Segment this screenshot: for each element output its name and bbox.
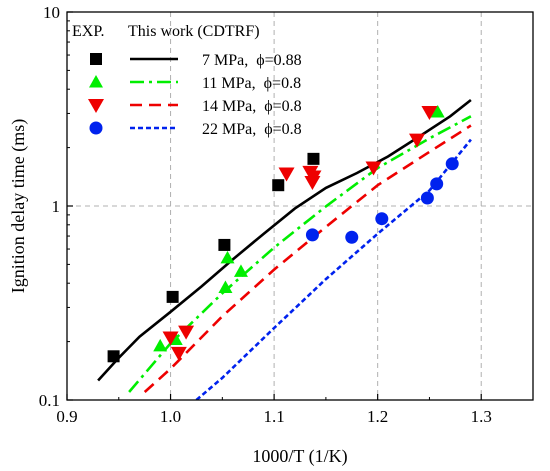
exp-point-series-3 [162,331,179,346]
model-line-series-2 [128,115,472,393]
x-tick-label: 1.2 [367,407,388,426]
exp-point-series-2 [220,250,235,264]
exp-point-series-3 [409,133,426,148]
exp-point-series-3 [170,346,187,361]
x-axis-title: 1000/T (1/K) [252,446,347,467]
model-line-series-3 [143,124,472,393]
legend-label-series-1: 7 MPa, ϕ=0.88 [202,52,302,69]
legend-rows: 7 MPa, ϕ=0.88 11 MPa, ϕ=0.8 14 MPa, ϕ=0.8 2… [88,52,302,138]
y-tick-label: 10 [43,3,60,22]
legend: EXP. This work (CDTRF) 7 MPa, ϕ=0.88 11 M… [72,23,302,138]
exp-point-series-3 [421,106,438,121]
legend-marker-series-2 [89,75,103,88]
exp-point-series-3 [178,325,195,340]
x-tick-label: 1.1 [263,407,284,426]
legend-header-model: This work (CDTRF) [128,23,260,40]
exp-point-series-1 [107,350,120,363]
axis-ticks: 0.9 1.0 1.1 1.2 1.3 0.1 1 10 [39,3,492,426]
exp-point-series-1 [272,179,285,192]
y-tick-label: 1 [52,197,61,216]
exp-point-series-4 [445,157,459,171]
legend-marker-series-4 [89,121,103,135]
exp-point-series-1 [218,238,231,251]
x-tick-label: 1.0 [160,407,181,426]
exp-point-series-2 [153,338,168,352]
legend-label-series-3: 14 MPa, ϕ=0.8 [202,98,302,115]
x-tick-label: 1.3 [471,407,492,426]
experimental-markers [107,105,459,363]
exp-point-series-4 [345,230,359,244]
legend-marker-series-1 [90,53,102,65]
exp-point-series-4 [430,177,444,191]
exp-point-series-4 [420,191,434,205]
legend-label-series-2: 11 MPa, ϕ=0.8 [202,75,301,92]
y-axis-title: Ignition delay time (ms) [8,119,29,293]
model-line-series-4 [195,138,472,400]
exp-point-series-3 [304,175,321,190]
legend-marker-series-3 [88,99,104,113]
exp-point-series-3 [305,170,322,185]
exp-point-series-3 [278,167,295,182]
y-tick-label: 0.1 [39,391,60,410]
exp-point-series-2 [430,105,445,118]
exp-point-series-1 [307,152,320,165]
exp-point-series-2 [233,264,248,277]
exp-point-series-4 [305,228,319,242]
exp-point-series-4 [375,212,389,226]
exp-point-series-3 [365,161,382,176]
legend-label-series-4: 22 MPa, ϕ=0.8 [202,121,302,138]
x-tick-label: 0.9 [56,407,77,426]
legend-header-exp: EXP. [72,23,104,40]
exp-point-series-2 [218,280,233,294]
grid-lines [67,12,533,400]
exp-point-series-1 [166,290,179,303]
model-curves [97,98,472,400]
